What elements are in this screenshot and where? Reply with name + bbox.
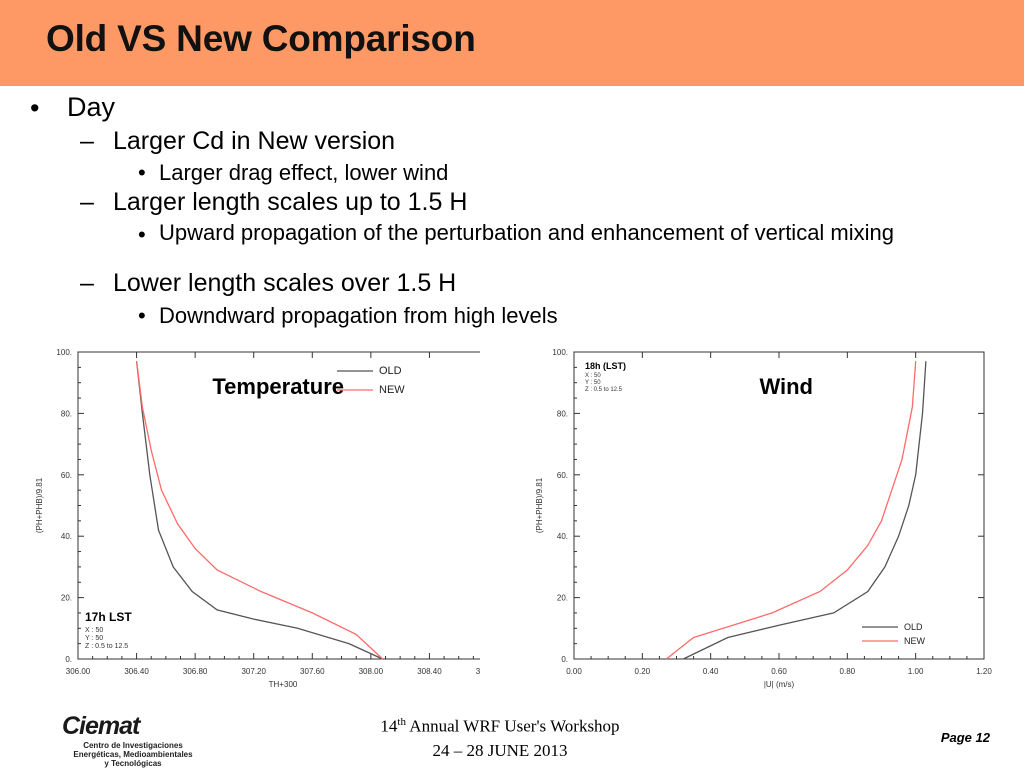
annotation-line: Y : 50 (585, 380, 601, 386)
x-tick-label: 0.80 (840, 667, 856, 676)
bullet-marker: • (30, 93, 40, 123)
workshop-name: 14th Annual WRF User's Workshop (330, 710, 670, 739)
y-tick-label: 20. (61, 594, 72, 603)
logo-line: Centro de Investigaciones (83, 741, 183, 750)
annotation-line: X : 50 (85, 627, 103, 634)
y-tick-label: 100. (56, 348, 72, 357)
bullet-text: Larger length scales up to 1.5 H (113, 188, 468, 216)
logo-line: y Tecnológicas (104, 759, 162, 768)
workshop-suffix: Annual WRF User's Workshop (405, 716, 620, 736)
y-axis-label: (PH+PHB)/9.81 (535, 477, 544, 533)
bullet-text: Day (67, 92, 116, 122)
ciemat-logo: Ciemat Centro de Investigaciones Energét… (58, 712, 218, 768)
x-tick-label: 0.20 (635, 667, 651, 676)
x-tick-label: 306.40 (124, 667, 149, 676)
footer-workshop: 14th Annual WRF User's Workshop 24 – 28 … (330, 710, 670, 763)
bullet-text: Downdward propagation from high levels (159, 303, 558, 328)
bullet-marker: – (80, 127, 94, 155)
chart-title: Temperature (212, 374, 344, 399)
y-tick-label: 60. (61, 471, 72, 480)
y-tick-label: 40. (61, 532, 72, 541)
workshop-sup: th (397, 716, 406, 728)
bullet-text: Larger drag effect, lower wind (159, 160, 449, 185)
workshop-dates: 24 – 28 JUNE 2013 (432, 740, 568, 760)
wind-chart: 0.00 0.20 0.40 0.60 0.80 1.00 1.20 0. 20. 40. 60. 8… (535, 348, 992, 689)
annotation-line: Z : 0.5 to 12.5 (85, 643, 128, 650)
x-tick-label: 306.00 (66, 667, 91, 676)
legend-label: OLD (379, 365, 402, 377)
bullet-marker: – (80, 269, 94, 297)
title-bar (0, 0, 1024, 86)
x-tick-label: 1.00 (908, 667, 924, 676)
temperature-chart: 306.00 306.40 306.80 307.20 307.60 308.00 308.… (35, 348, 480, 689)
x-axis-label: |U| (m/s) (764, 680, 795, 689)
x-tick-label: 308.80 (476, 667, 480, 676)
y-tick-label: 100. (552, 348, 568, 357)
bullet-text: Larger Cd in New version (113, 127, 396, 155)
bullet-marker: • (138, 160, 146, 185)
x-tick-label: 0.60 (771, 667, 787, 676)
x-tick-label: 308.00 (359, 667, 384, 676)
chart-title: Wind (759, 374, 813, 399)
y-tick-label: 80. (61, 409, 72, 418)
bullet-text: Lower length scales over 1.5 H (113, 269, 457, 297)
x-tick-label: 308.40 (417, 667, 442, 676)
annotation-line: X : 50 (585, 373, 601, 379)
legend-label: NEW (904, 636, 926, 646)
logo-wordmark: Ciemat (62, 712, 140, 740)
y-tick-label: 20. (557, 594, 568, 603)
series-line-old (683, 361, 927, 660)
x-tick-label: 306.80 (183, 667, 208, 676)
y-tick-label: 0. (65, 655, 72, 664)
y-tick-label: 80. (557, 409, 568, 418)
series-line-new (665, 361, 917, 660)
logo-subtitle: Centro de Investigaciones Energéticas, M… (58, 741, 208, 768)
bullet-marker: • (138, 303, 146, 328)
bullet-marker: • (138, 222, 146, 247)
workshop-prefix: 14 (380, 716, 398, 736)
x-tick-label: 1.20 (976, 667, 992, 676)
y-tick-label: 40. (557, 532, 568, 541)
series-line-new (135, 361, 384, 660)
x-tick-label: 307.20 (241, 667, 266, 676)
annotation-line: Y : 50 (85, 635, 103, 642)
series-line-old (135, 361, 383, 660)
y-tick-label: 60. (557, 471, 568, 480)
x-tick-label: 0.40 (703, 667, 719, 676)
y-axis-label: (PH+PHB)/9.81 (35, 477, 44, 533)
legend-label: NEW (379, 384, 405, 396)
y-tick-label: 0. (561, 655, 568, 664)
x-tick-label: 307.60 (300, 667, 325, 676)
bullet-text: Upward propagation of the perturbation a… (159, 220, 895, 245)
page-number: Page 12 (940, 730, 990, 745)
annotation-title: 18h (LST) (585, 361, 626, 371)
legend-label: OLD (904, 622, 923, 632)
bullet-marker: – (80, 188, 94, 216)
slide-title: Old VS New Comparison (46, 18, 476, 59)
logo-line: Energéticas, Medioambientales (73, 750, 193, 759)
annotation-line: Z : 0.5 to 12.5 (585, 387, 623, 393)
annotation-title: 17h LST (85, 610, 132, 624)
x-axis-label: TH+300 (269, 680, 298, 689)
x-tick-label: 0.00 (566, 667, 582, 676)
